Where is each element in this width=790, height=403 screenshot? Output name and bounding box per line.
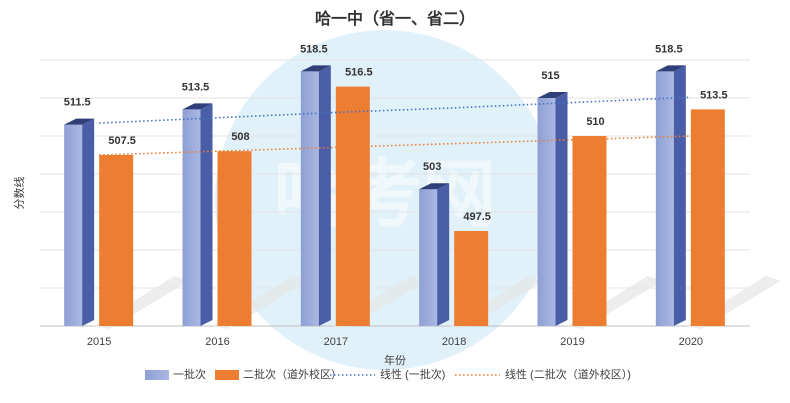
bar xyxy=(419,189,438,326)
legend-label: 线性 (一批次) xyxy=(380,367,445,381)
trend-line xyxy=(99,96,691,124)
x-tick-label: 2018 xyxy=(442,336,466,348)
data-label: 513.5 xyxy=(700,89,728,101)
x-tick-label: 2016 xyxy=(205,336,229,348)
bar-side xyxy=(82,118,95,326)
data-label: 508 xyxy=(231,131,249,143)
data-label: 507.5 xyxy=(108,135,136,147)
bar xyxy=(300,71,319,327)
data-label: 513.5 xyxy=(182,81,210,93)
bar xyxy=(217,151,252,326)
bar xyxy=(335,86,370,326)
bar-side xyxy=(673,65,686,327)
bar xyxy=(655,71,674,327)
bar-side xyxy=(318,65,331,327)
x-axis-label: 年份 xyxy=(384,353,406,367)
legend-swatch xyxy=(215,370,239,380)
data-label: 515 xyxy=(541,70,559,82)
bar xyxy=(537,98,556,326)
bar-side xyxy=(200,103,213,327)
x-tick-label: 2015 xyxy=(87,336,111,348)
trend-line xyxy=(99,135,691,156)
data-label: 510 xyxy=(586,116,604,128)
bar xyxy=(99,155,134,326)
chart-title: 哈一中（省一、省二） xyxy=(315,9,475,28)
bar xyxy=(572,136,607,326)
bar xyxy=(454,231,489,326)
x-tick-label: 2019 xyxy=(560,336,584,348)
x-tick-label: 2017 xyxy=(324,336,348,348)
x-tick-label: 2020 xyxy=(679,336,703,348)
bar xyxy=(64,124,83,326)
bar-top xyxy=(655,65,686,72)
bar-top xyxy=(64,118,95,125)
y-axis-label: 分数线 xyxy=(12,177,26,210)
legend-label: 一批次 xyxy=(173,367,206,381)
bar-top xyxy=(537,92,568,98)
bar xyxy=(182,109,201,327)
data-label: 511.5 xyxy=(64,97,91,109)
bar-side xyxy=(555,92,568,326)
legend-label: 二批次（道外校区） xyxy=(243,367,342,381)
data-label: 518.5 xyxy=(655,43,683,55)
bar-top xyxy=(300,65,331,72)
data-label: 503 xyxy=(423,161,441,173)
data-label: 516.5 xyxy=(345,67,373,79)
data-label: 497.5 xyxy=(463,211,491,223)
legend-swatch xyxy=(145,370,169,380)
bar-top xyxy=(419,183,450,190)
data-label: 518.5 xyxy=(300,43,328,55)
bar-top xyxy=(182,103,213,110)
bar xyxy=(690,109,725,327)
bar-side xyxy=(437,183,450,326)
legend-label: 线性 (二批次（道外校区）) xyxy=(505,367,631,381)
